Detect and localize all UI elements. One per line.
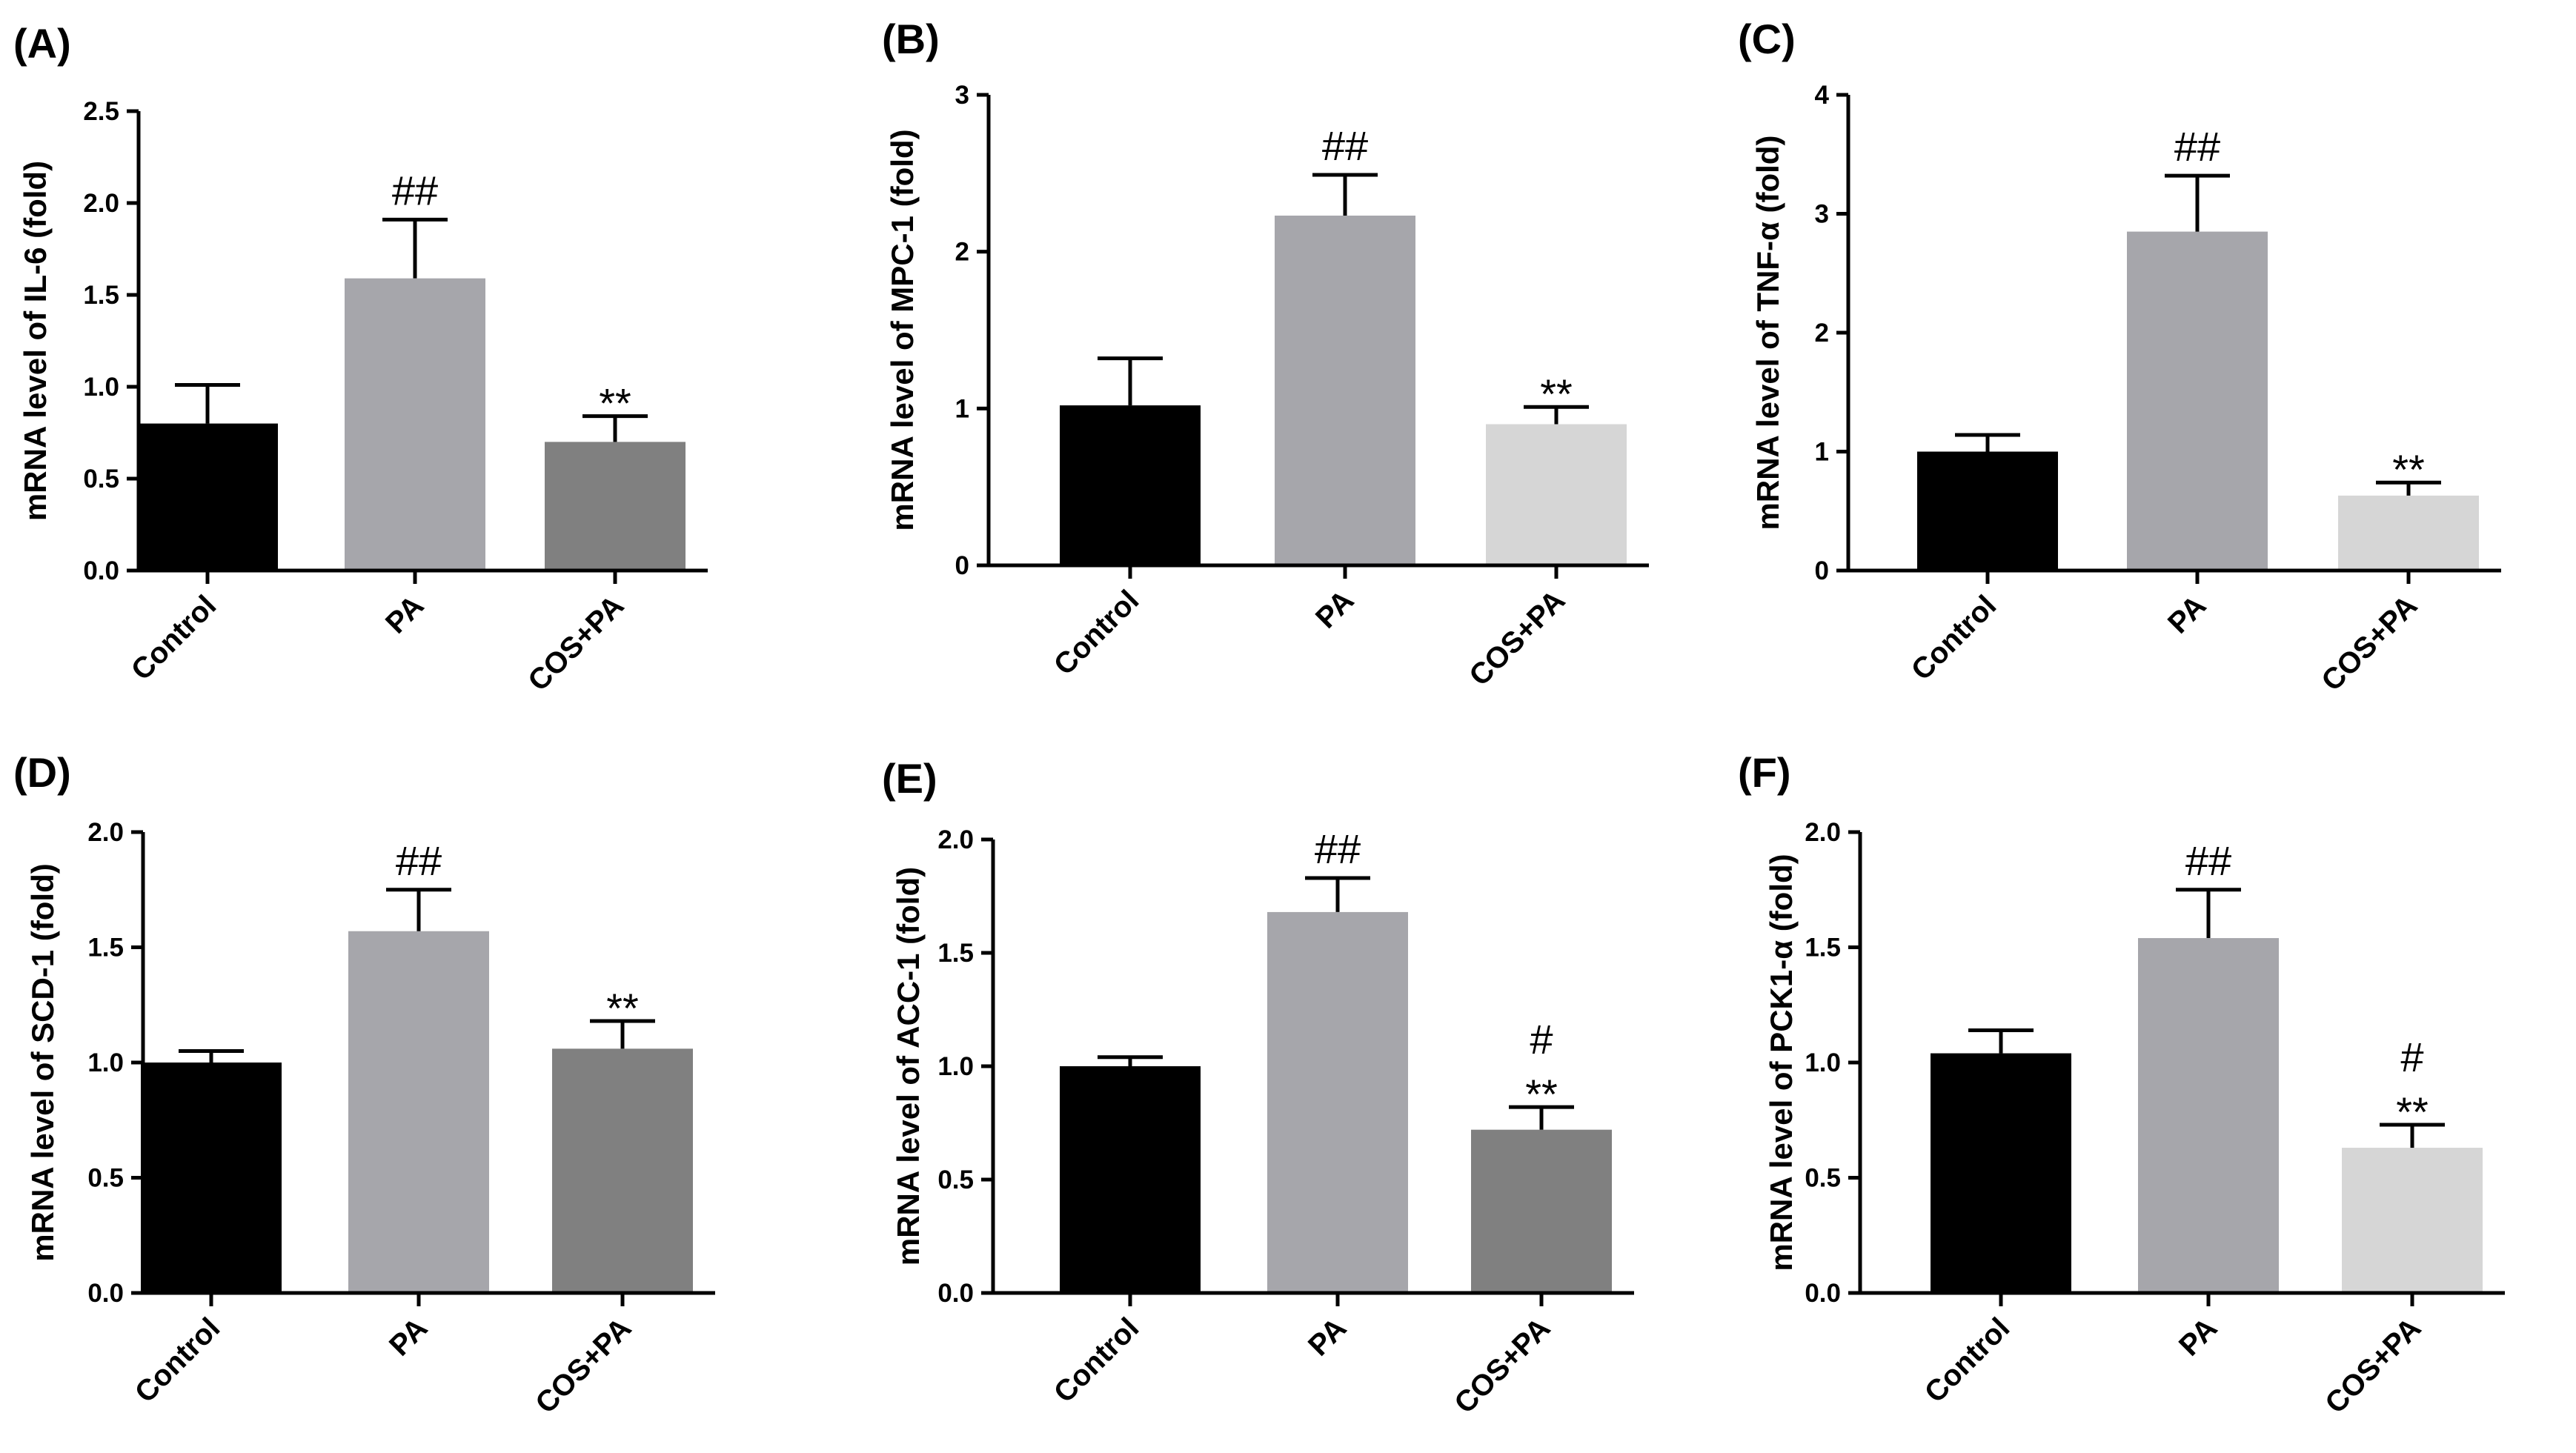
panel-e-bar-1: [1267, 911, 1408, 1293]
panel-e-bar-2: [1471, 1129, 1612, 1293]
panel-b-bar-0: [1060, 405, 1201, 565]
panel-c-x-tick-label-2: COS+PA: [2315, 589, 2423, 697]
panel-b-y-tick-label-2: 2: [955, 238, 969, 267]
panel-a-y-tick-label-0: 0.0: [83, 556, 119, 585]
panel-c-y-tick-label-4: 4: [1815, 81, 1830, 110]
panel-e-annotation-2-1: **: [1525, 1071, 1558, 1117]
panel-c-bar-2: [2338, 495, 2479, 571]
panel-b-x-tick-label-0: Control: [1048, 584, 1146, 682]
panel-f-y-axis-label: mRNA level of PCK1-α (fold): [1764, 854, 1799, 1271]
panel-d-x-tick-label-0: Control: [129, 1311, 227, 1409]
panel-e-x-tick-label-1: PA: [1302, 1311, 1352, 1362]
panel-f-y-tick-label-0: 0.0: [1805, 1279, 1841, 1308]
panel-e-label: (E): [882, 755, 937, 802]
panel-a-bar-1: [345, 278, 485, 571]
panel-f-x-tick-label-2: COS+PA: [2319, 1311, 2427, 1420]
panel-e-bar-0: [1060, 1066, 1201, 1293]
panel-e-x-tick-label-2: COS+PA: [1448, 1311, 1556, 1420]
panel-f-y-tick-label-2: 1.0: [1805, 1048, 1841, 1077]
panel-f-x-tick-label-1: PA: [2173, 1311, 2223, 1362]
panel-d-bar-0: [141, 1063, 282, 1293]
panel-b-x-tick-label-2: COS+PA: [1463, 584, 1571, 692]
panel-d-y-tick-label-1: 0.5: [87, 1164, 124, 1193]
panel-b-y-tick-label-1: 1: [955, 394, 969, 423]
panel-d-x-tick-label-2: COS+PA: [529, 1311, 637, 1420]
panel-e-x-tick-label-0: Control: [1048, 1311, 1146, 1409]
panel-a-y-tick-label-3: 1.5: [83, 281, 119, 310]
panel-e-y-tick-label-3: 1.5: [937, 939, 974, 968]
panel-a-x-tick-label-0: Control: [125, 589, 223, 687]
panel-e-y-tick-label-1: 0.5: [937, 1166, 974, 1194]
panel-e-y-tick-label-0: 0.0: [937, 1279, 974, 1308]
panel-c-y-tick-label-1: 1: [1815, 438, 1829, 467]
panel-a-x-tick-label-2: COS+PA: [522, 589, 630, 697]
panel-c-x-tick-label-1: PA: [2162, 589, 2212, 639]
panel-c-y-tick-label-3: 3: [1815, 200, 1829, 229]
panel-d-annotation-1-0: ##: [396, 837, 442, 884]
panel-a-y-tick-label-2: 1.0: [83, 373, 119, 402]
panel-e-annotation-2-0: #: [1530, 1016, 1553, 1063]
panel-f-x-tick-label-0: Control: [1919, 1311, 2016, 1409]
panel-d-y-tick-label-2: 1.0: [87, 1048, 124, 1077]
panel-a-y-tick-label-1: 0.5: [83, 465, 119, 493]
panel-d-annotation-2-0: **: [606, 985, 639, 1031]
panel-c-y-tick-label-0: 0: [1815, 556, 1829, 585]
panel-b-x-tick-label-1: PA: [1309, 584, 1360, 634]
panel-d-label: (D): [13, 749, 71, 796]
panel-c-bar-0: [1917, 451, 2058, 571]
panel-a-annotation-2-0: **: [599, 380, 631, 427]
panel-d-bar-2: [552, 1048, 693, 1293]
panel-a-y-tick-label-4: 2.0: [83, 189, 119, 218]
panel-b-bar-1: [1275, 215, 1415, 565]
panel-d-y-tick-label-0: 0.0: [87, 1279, 124, 1308]
panel-d-y-tick-label-3: 1.5: [87, 934, 124, 962]
panel-a-y-tick-label-5: 2.5: [83, 97, 119, 126]
panel-f-annotation-2-0: #: [2400, 1034, 2423, 1080]
panel-f-y-tick-label-1: 0.5: [1805, 1164, 1841, 1193]
panel-d-y-tick-label-4: 2.0: [87, 818, 124, 847]
panel-a-bar-0: [137, 423, 278, 571]
panel-b-bar-2: [1486, 424, 1627, 565]
panel-b-y-axis-label: mRNA level of MPC-1 (fold): [885, 129, 920, 531]
panel-b-y-tick-label-0: 0: [955, 551, 969, 580]
panel-d-bar-1: [348, 931, 489, 1293]
panel-a-y-axis-label: mRNA level of IL-6 (fold): [18, 161, 53, 521]
panel-f-y-tick-label-3: 1.5: [1805, 934, 1841, 962]
panel-c-y-axis-label: mRNA level of TNF-α (fold): [1750, 136, 1785, 531]
panel-a-annotation-1-0: ##: [392, 167, 438, 213]
panel-f-annotation-1-0: ##: [2185, 837, 2231, 884]
panel-c-annotation-1-0: ##: [2174, 123, 2220, 170]
panel-a-bar-2: [545, 442, 686, 571]
panel-b-label: (B): [882, 16, 940, 62]
panel-c-y-tick-label-2: 2: [1815, 319, 1829, 348]
panel-f-bar-2: [2342, 1148, 2483, 1293]
panel-f-bar-1: [2138, 938, 2279, 1293]
panel-a-x-tick-label-1: PA: [379, 589, 430, 639]
panel-c-bar-1: [2127, 231, 2268, 571]
panel-e-y-tick-label-4: 2.0: [937, 825, 974, 854]
panel-a-label: (A): [13, 20, 71, 67]
panel-d-x-tick-label-1: PA: [383, 1311, 434, 1362]
panel-e-y-axis-label: mRNA level of ACC-1 (fold): [891, 867, 926, 1266]
panel-e-y-tick-label-2: 1.0: [937, 1052, 974, 1081]
panel-e-annotation-1-0: ##: [1315, 825, 1361, 872]
panel-f-bar-0: [1931, 1053, 2071, 1293]
panel-f-y-tick-label-4: 2.0: [1805, 818, 1841, 847]
panel-f-label: (F): [1738, 749, 1791, 796]
panel-c-x-tick-label-0: Control: [1905, 589, 2003, 687]
panel-b-annotation-2-0: **: [1540, 370, 1573, 417]
panel-d-y-axis-label: mRNA level of SCD-1 (fold): [25, 863, 60, 1261]
panel-b-y-tick-label-3: 3: [955, 81, 969, 110]
panel-c-annotation-2-0: **: [2392, 446, 2425, 493]
panel-f-annotation-2-1: **: [2396, 1088, 2429, 1135]
panel-b-annotation-1-0: ##: [1322, 122, 1368, 169]
panel-c-label: (C): [1738, 16, 1796, 62]
